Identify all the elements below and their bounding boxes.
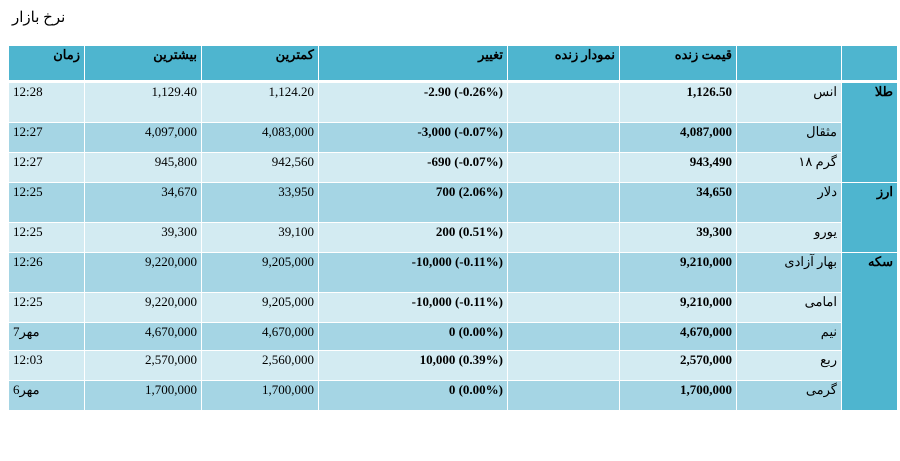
live-price-cell: 1,126.50 — [619, 81, 737, 123]
change-cell: -2.90 (-0.26%) — [318, 81, 508, 123]
time-cell: 12:26 — [8, 252, 85, 293]
group-label-coin: سکه — [841, 252, 898, 411]
low-cell: 9,205,000 — [201, 252, 319, 293]
item-name-cell: انس — [736, 81, 842, 123]
time-cell: 12:03 — [8, 350, 85, 381]
time-cell: 12:27 — [8, 152, 85, 183]
live-price-cell: 9,210,000 — [619, 252, 737, 293]
table-row[interactable]: 12:25 9,220,000 9,205,000 -10,000 (-0.11… — [8, 292, 898, 323]
item-name-cell: گرم ۱۸ — [736, 152, 842, 183]
table-row[interactable]: 12:27 945,800 942,560 -690 (-0.07%) 943,… — [8, 152, 898, 183]
change-cell: 0 (0.00%) — [318, 322, 508, 351]
time-cell: 12:25 — [8, 292, 85, 323]
change-cell: 200 (0.51%) — [318, 222, 508, 253]
low-cell: 4,670,000 — [201, 322, 319, 351]
table-row[interactable]: 12:28 1,129.40 1,124.20 -2.90 (-0.26%) 1… — [8, 81, 898, 183]
table-row[interactable]: 12:03 2,570,000 2,560,000 10,000 (0.39%)… — [8, 350, 898, 381]
live-chart-cell — [507, 380, 620, 411]
high-cell: 39,300 — [84, 222, 202, 253]
low-cell: 942,560 — [201, 152, 319, 183]
page-title: نرخ بازار — [12, 10, 66, 26]
item-name-cell: گرمی — [736, 380, 842, 411]
table-row[interactable]: 12:26 9,220,000 9,205,000 -10,000 (-0.11… — [8, 252, 898, 411]
live-chart-cell — [507, 152, 620, 183]
live-price-cell: 39,300 — [619, 222, 737, 253]
group-label-gold: طلا — [841, 81, 898, 183]
item-name-cell: مثقال — [736, 122, 842, 153]
header-live-price[interactable]: قیمت زنده — [619, 45, 737, 83]
item-name-cell: ربع — [736, 350, 842, 381]
live-chart-cell — [507, 322, 620, 351]
table-row[interactable]: 12:25 34,670 33,950 700 (2.06%) 34,650 د… — [8, 182, 898, 253]
change-cell: -10,000 (-0.11%) — [318, 292, 508, 323]
change-cell: 0 (0.00%) — [318, 380, 508, 411]
high-cell: 4,670,000 — [84, 322, 202, 351]
item-name-cell: نیم — [736, 322, 842, 351]
time-cell: 12:25 — [8, 182, 85, 223]
header-group — [841, 45, 898, 83]
change-cell: -3,000 (-0.07%) — [318, 122, 508, 153]
high-cell: 2,570,000 — [84, 350, 202, 381]
live-chart-cell — [507, 81, 620, 123]
header-low[interactable]: کمترین — [201, 45, 319, 83]
item-name-cell: یورو — [736, 222, 842, 253]
low-cell: 2,560,000 — [201, 350, 319, 381]
change-cell: -10,000 (-0.11%) — [318, 252, 508, 293]
low-cell: 4,083,000 — [201, 122, 319, 153]
live-chart-cell — [507, 292, 620, 323]
live-chart-cell — [507, 252, 620, 293]
high-cell: 9,220,000 — [84, 252, 202, 293]
item-name-cell: دلار — [736, 182, 842, 223]
live-chart-cell — [507, 122, 620, 153]
live-chart-cell — [507, 350, 620, 381]
market-rates-table: زمان بیشترین کمترین تغییر نمودار زنده قی… — [8, 45, 898, 411]
change-cell: -690 (-0.07%) — [318, 152, 508, 183]
low-cell: 1,124.20 — [201, 81, 319, 123]
header-change[interactable]: تغییر — [318, 45, 508, 83]
header-high[interactable]: بیشترین — [84, 45, 202, 83]
table-row[interactable]: 6مهر 1,700,000 1,700,000 0 (0.00%) 1,700… — [8, 380, 898, 411]
header-time[interactable]: زمان — [8, 45, 85, 83]
high-cell: 1,700,000 — [84, 380, 202, 411]
live-price-cell: 4,670,000 — [619, 322, 737, 351]
table-row[interactable]: 7مهر 4,670,000 4,670,000 0 (0.00%) 4,670… — [8, 322, 898, 351]
time-cell: 6مهر — [8, 380, 85, 411]
live-price-cell: 9,210,000 — [619, 292, 737, 323]
time-cell: 7مهر — [8, 322, 85, 351]
table-row[interactable]: 12:25 39,300 39,100 200 (0.51%) 39,300 ی… — [8, 222, 898, 253]
table-header-row: زمان بیشترین کمترین تغییر نمودار زنده قی… — [8, 45, 898, 83]
low-cell: 39,100 — [201, 222, 319, 253]
live-price-cell: 34,650 — [619, 182, 737, 223]
high-cell: 9,220,000 — [84, 292, 202, 323]
live-price-cell: 1,700,000 — [619, 380, 737, 411]
live-price-cell: 4,087,000 — [619, 122, 737, 153]
low-cell: 9,205,000 — [201, 292, 319, 323]
time-cell: 12:28 — [8, 81, 85, 123]
item-name-cell: امامی — [736, 292, 842, 323]
low-cell: 1,700,000 — [201, 380, 319, 411]
high-cell: 4,097,000 — [84, 122, 202, 153]
header-item — [736, 45, 842, 83]
item-name-cell: بهار آزادی — [736, 252, 842, 293]
live-chart-cell — [507, 222, 620, 253]
time-cell: 12:25 — [8, 222, 85, 253]
change-cell: 10,000 (0.39%) — [318, 350, 508, 381]
high-cell: 34,670 — [84, 182, 202, 223]
low-cell: 33,950 — [201, 182, 319, 223]
group-label-currency: ارز — [841, 182, 898, 253]
high-cell: 1,129.40 — [84, 81, 202, 123]
time-cell: 12:27 — [8, 122, 85, 153]
header-live-chart[interactable]: نمودار زنده — [507, 45, 620, 83]
table-row[interactable]: 12:27 4,097,000 4,083,000 -3,000 (-0.07%… — [8, 122, 898, 153]
live-price-cell: 943,490 — [619, 152, 737, 183]
live-chart-cell — [507, 182, 620, 223]
high-cell: 945,800 — [84, 152, 202, 183]
live-price-cell: 2,570,000 — [619, 350, 737, 381]
change-cell: 700 (2.06%) — [318, 182, 508, 223]
